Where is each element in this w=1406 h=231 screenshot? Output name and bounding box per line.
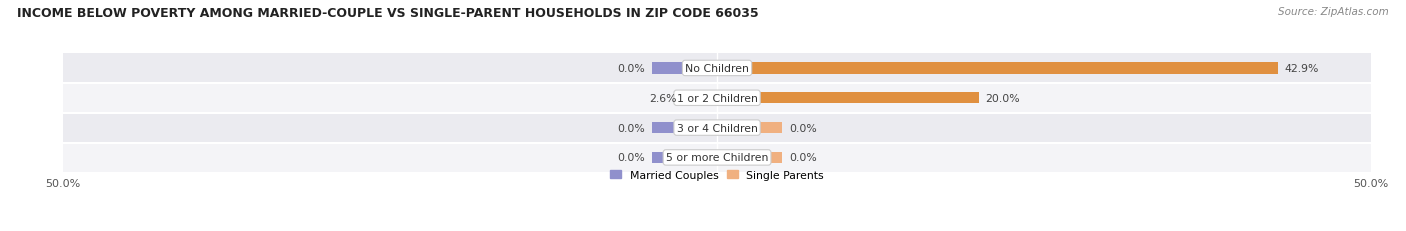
- Text: 5 or more Children: 5 or more Children: [666, 153, 768, 163]
- Text: 0.0%: 0.0%: [617, 153, 645, 163]
- Bar: [651, 152, 717, 163]
- Bar: [717, 152, 782, 163]
- Bar: [683, 93, 717, 104]
- Text: Source: ZipAtlas.com: Source: ZipAtlas.com: [1278, 7, 1389, 17]
- Bar: [651, 63, 717, 74]
- Text: 0.0%: 0.0%: [789, 123, 817, 133]
- Text: 20.0%: 20.0%: [986, 93, 1019, 103]
- Text: 0.0%: 0.0%: [617, 123, 645, 133]
- Legend: Married Couples, Single Parents: Married Couples, Single Parents: [610, 170, 824, 180]
- Text: No Children: No Children: [685, 64, 749, 74]
- Text: 1 or 2 Children: 1 or 2 Children: [676, 93, 758, 103]
- Bar: [63, 83, 1371, 113]
- Bar: [717, 122, 782, 134]
- Text: 3 or 4 Children: 3 or 4 Children: [676, 123, 758, 133]
- Text: 0.0%: 0.0%: [617, 64, 645, 74]
- Bar: [63, 143, 1371, 173]
- Text: 0.0%: 0.0%: [789, 153, 817, 163]
- Bar: [717, 63, 1278, 74]
- Text: INCOME BELOW POVERTY AMONG MARRIED-COUPLE VS SINGLE-PARENT HOUSEHOLDS IN ZIP COD: INCOME BELOW POVERTY AMONG MARRIED-COUPL…: [17, 7, 758, 20]
- Bar: [651, 122, 717, 134]
- Text: 2.6%: 2.6%: [650, 93, 676, 103]
- Bar: [63, 113, 1371, 143]
- Text: 42.9%: 42.9%: [1285, 64, 1319, 74]
- Bar: [717, 93, 979, 104]
- Bar: [63, 54, 1371, 83]
